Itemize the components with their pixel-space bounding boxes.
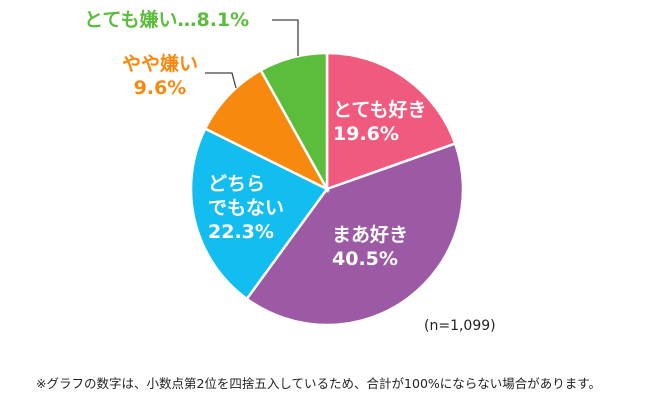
slice-value: 40.5%	[332, 248, 398, 270]
slice-label: とても好き 19.6%	[333, 98, 426, 145]
slice-very-like	[325, 51, 457, 191]
slice-label: やや嫌い 9.6%	[122, 52, 198, 99]
slice-label: とても嫌い…8.1%	[84, 8, 249, 31]
slice-value: 19.6%	[333, 123, 399, 145]
slice-somewhat-dislike	[203, 68, 331, 192]
slice-label: どちらでもない 22.3%	[208, 173, 284, 243]
footnote: ※グラフの数字は、小数点第2位を四捨五入しているため、合計が100%にならない場…	[36, 376, 602, 391]
slice-very-dislike	[259, 51, 329, 194]
slice-somewhat-like	[245, 141, 465, 327]
leader-line	[205, 72, 237, 89]
leader-line	[272, 19, 299, 56]
slice-label: まあ好き 40.5%	[332, 223, 408, 270]
sample-size-note: (n=1,099)	[424, 318, 496, 334]
slice-value: 9.6%	[134, 77, 187, 99]
slice-neutral	[189, 126, 329, 301]
slice-value: 22.3%	[208, 221, 274, 243]
